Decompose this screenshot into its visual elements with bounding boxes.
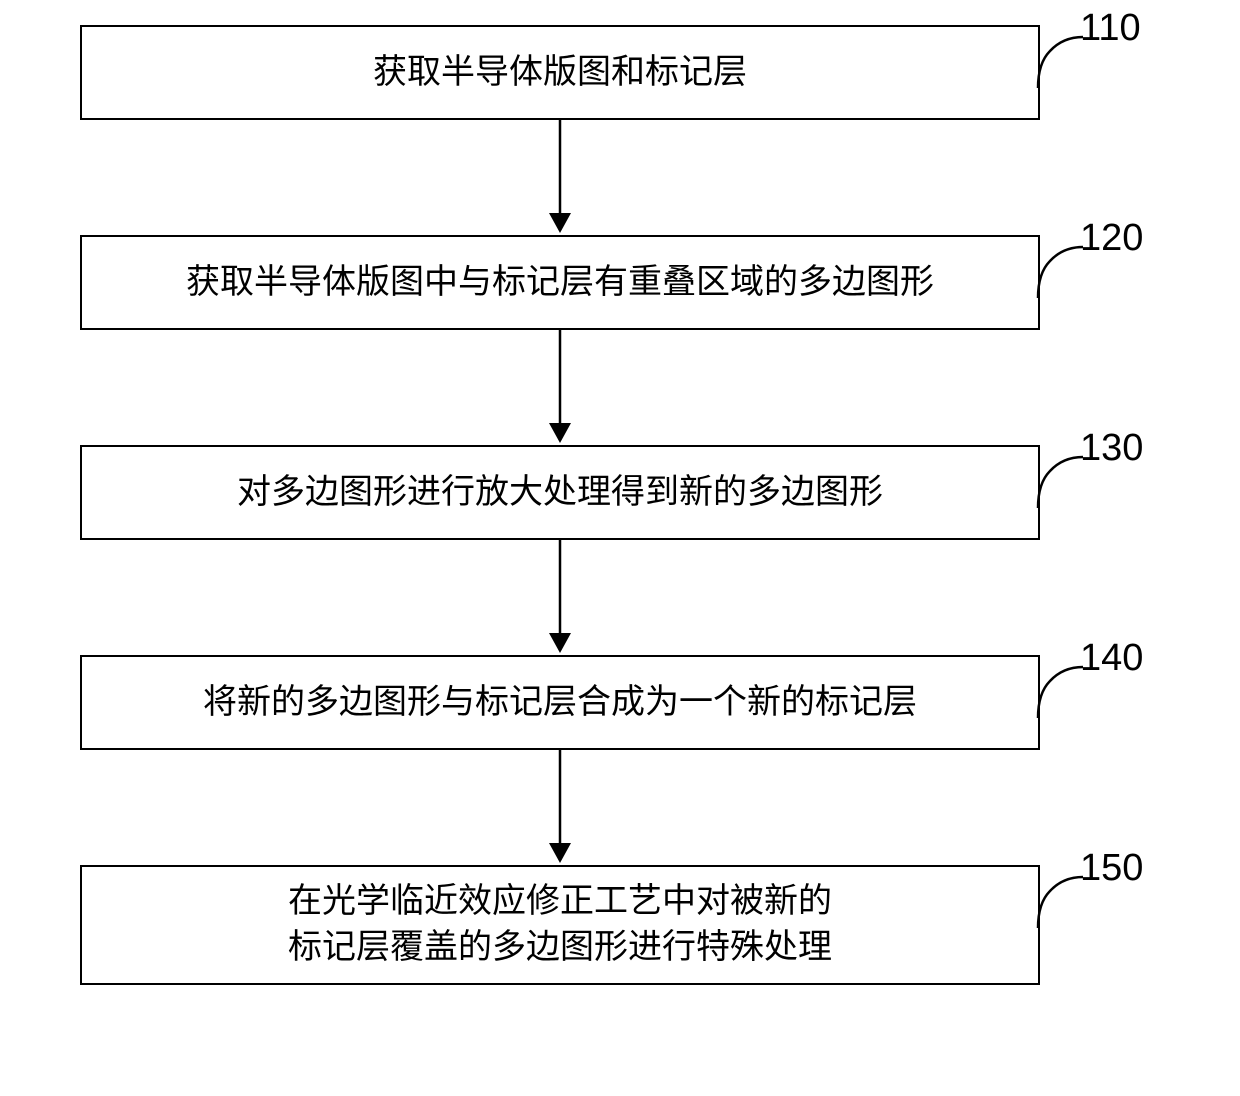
flowchart-arrow: [80, 330, 1040, 445]
flowchart-step-120: 获取半导体版图中与标记层有重叠区域的多边图形: [80, 235, 1040, 330]
flowchart-step-150: 在光学临近效应修正工艺中对被新的 标记层覆盖的多边图形进行特殊处理: [80, 865, 1040, 985]
step-text: 将新的多边图形与标记层合成为一个新的标记层: [203, 680, 917, 726]
step-text: 在光学临近效应修正工艺中对被新的 标记层覆盖的多边图形进行特殊处理: [288, 879, 832, 971]
flowchart-arrow: [80, 540, 1040, 655]
step-label-110: 110: [1080, 7, 1141, 50]
flowchart-step-140: 将新的多边图形与标记层合成为一个新的标记层: [80, 655, 1040, 750]
step-label-140: 140: [1080, 637, 1143, 680]
step-label-130: 130: [1080, 427, 1143, 470]
flowchart-arrow: [80, 750, 1040, 865]
step-text: 对多边图形进行放大处理得到新的多边图形: [237, 470, 883, 516]
step-text: 获取半导体版图和标记层: [373, 50, 747, 96]
step-label-120: 120: [1080, 217, 1143, 260]
step-text: 获取半导体版图中与标记层有重叠区域的多边图形: [186, 260, 934, 306]
flowchart-step-130: 对多边图形进行放大处理得到新的多边图形: [80, 445, 1040, 540]
flowchart-arrow: [80, 120, 1040, 235]
flowchart-step-110: 获取半导体版图和标记层: [80, 25, 1040, 120]
flowchart-container: 获取半导体版图和标记层110获取半导体版图中与标记层有重叠区域的多边图形120对…: [80, 25, 1160, 985]
step-label-150: 150: [1080, 847, 1143, 890]
